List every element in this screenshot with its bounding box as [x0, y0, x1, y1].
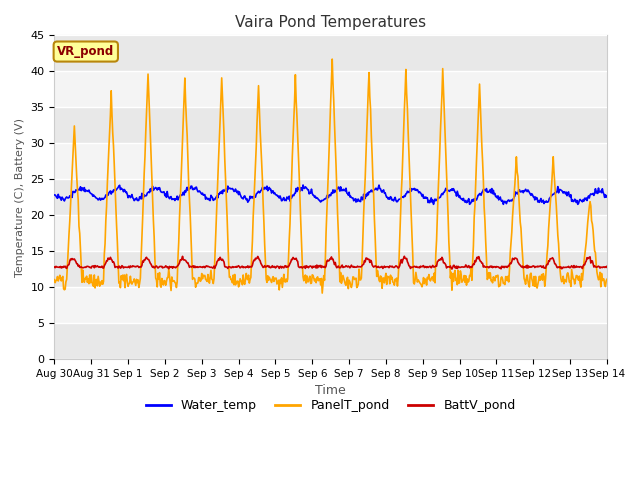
- Bar: [54, 107, 607, 143]
- Legend: Water_temp, PanelT_pond, BattV_pond: Water_temp, PanelT_pond, BattV_pond: [141, 395, 521, 418]
- Bar: [54, 287, 607, 323]
- Y-axis label: Temperature (C), Battery (V): Temperature (C), Battery (V): [15, 118, 25, 276]
- Bar: [54, 323, 607, 359]
- Bar: [54, 143, 607, 179]
- Bar: [54, 36, 607, 72]
- X-axis label: Time: Time: [316, 384, 346, 397]
- Bar: [54, 215, 607, 251]
- Text: VR_pond: VR_pond: [57, 45, 115, 58]
- Bar: [54, 251, 607, 287]
- Bar: [54, 72, 607, 107]
- Bar: [54, 179, 607, 215]
- Title: Vaira Pond Temperatures: Vaira Pond Temperatures: [235, 15, 426, 30]
